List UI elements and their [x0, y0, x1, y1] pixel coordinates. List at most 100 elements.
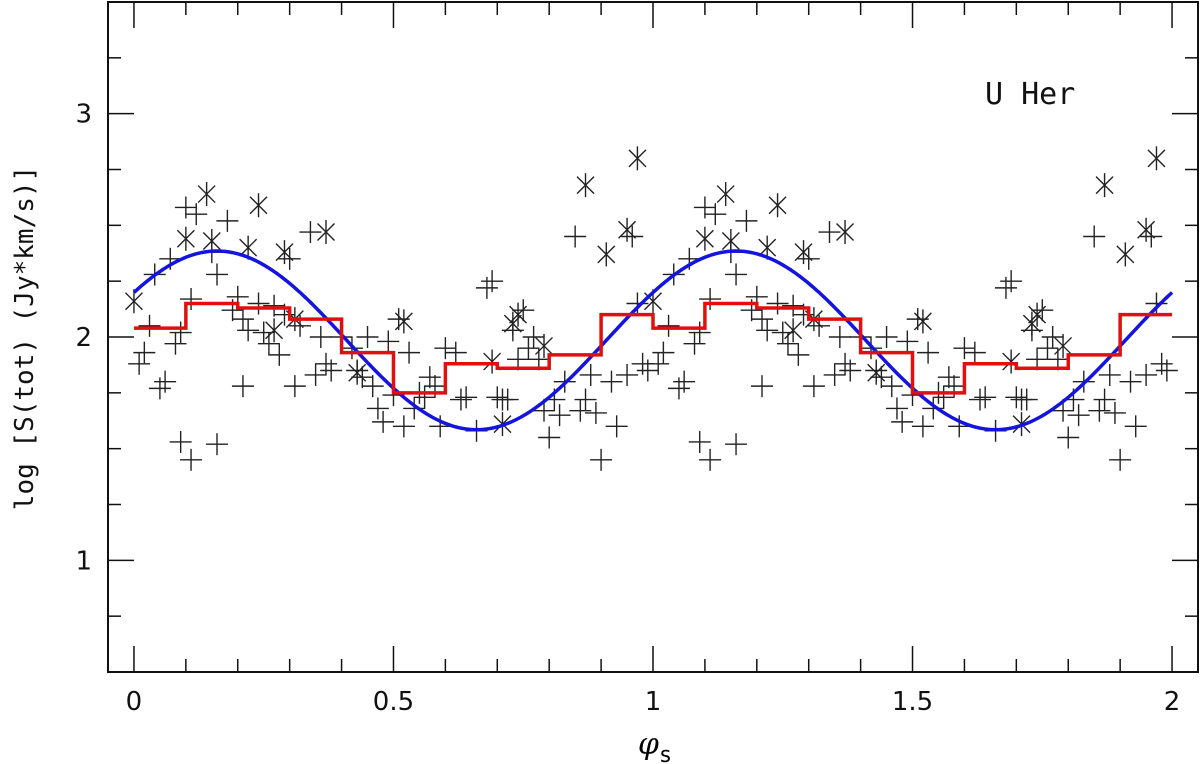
asterisk-point: [721, 228, 740, 253]
plus-point: [164, 332, 187, 355]
asterisk-point: [348, 360, 367, 385]
data-points: [124, 146, 1178, 471]
plus-point: [564, 225, 587, 248]
plus-point: [315, 352, 337, 375]
plus-point: [1135, 363, 1158, 386]
plus-point: [787, 343, 810, 366]
plus-point: [403, 397, 426, 420]
asterisk-point: [535, 333, 553, 358]
asterisk-point: [867, 360, 886, 385]
plus-point: [496, 388, 519, 411]
plus-point: [1140, 225, 1163, 248]
x-axis-label: φs: [638, 727, 672, 764]
plus-point: [216, 209, 239, 232]
plus-point: [278, 247, 301, 270]
plus-point: [751, 308, 773, 331]
x-tick-label: 0.5: [373, 687, 414, 717]
plus-point: [231, 375, 254, 398]
plus-point: [579, 363, 602, 386]
plus-point: [180, 448, 203, 471]
star-name-annotation: U Her: [985, 77, 1075, 112]
plus-point: [616, 363, 639, 386]
plus-point: [206, 433, 228, 456]
plus-point: [392, 415, 415, 438]
plus-point: [1155, 359, 1178, 382]
asterisk-point: [597, 242, 616, 267]
plus-point: [652, 341, 675, 364]
plus-point: [418, 366, 441, 389]
x-tick-label: 2: [1164, 687, 1181, 717]
asterisk-point: [509, 302, 528, 327]
plus-point: [237, 319, 260, 342]
plus-point: [1150, 352, 1173, 375]
asterisk-point: [618, 217, 637, 242]
plus-point: [994, 276, 1017, 299]
plus-point: [413, 386, 436, 409]
plus-point: [1145, 292, 1168, 315]
plus-point: [366, 397, 389, 420]
x-axis-label-symbol: φ: [638, 727, 659, 762]
plus-point: [522, 326, 545, 348]
plus-point: [693, 196, 716, 219]
plus-point: [1036, 337, 1059, 360]
plus-point: [647, 352, 670, 375]
plus-point: [1088, 399, 1111, 422]
asterisk-point: [249, 193, 268, 218]
plus-point: [917, 341, 940, 364]
plus-point: [766, 292, 789, 315]
plus-point: [434, 337, 457, 360]
plus-point: [735, 209, 758, 232]
plus-point: [486, 386, 509, 409]
asterisk-point: [576, 173, 595, 198]
plus-point: [922, 397, 945, 420]
plus-point: [1109, 448, 1132, 471]
asterisk-point: [1095, 173, 1114, 198]
plus-point: [1093, 388, 1116, 411]
plus-point: [751, 375, 773, 398]
asterisk-point: [1147, 146, 1166, 171]
asterisk-point: [628, 146, 647, 171]
plus-point: [885, 397, 908, 420]
plus-point: [953, 337, 976, 360]
plus-point: [1119, 370, 1142, 393]
asterisk-point: [202, 228, 221, 253]
axis-ticks: [108, 1, 1198, 673]
asterisk-point: [794, 240, 813, 265]
asterisk-point: [768, 193, 787, 218]
plus-point: [538, 426, 561, 449]
plus-point: [185, 203, 208, 226]
plus-point: [1015, 388, 1038, 411]
plus-point: [756, 319, 779, 342]
plus-point: [133, 341, 156, 364]
plus-point: [138, 314, 161, 337]
plus-point: [299, 221, 322, 244]
x-tick-label: 0: [126, 687, 143, 717]
asterisk-point: [716, 182, 735, 207]
asterisk-point: [317, 220, 335, 245]
asterisk-point: [275, 240, 294, 265]
plus-point: [455, 386, 478, 409]
plus-point: [128, 352, 151, 375]
plus-point: [569, 399, 592, 422]
asterisk-point: [1028, 302, 1047, 327]
plus-point: [797, 247, 820, 270]
model-lines: [132, 249, 1174, 432]
plus-point: [1041, 326, 1064, 348]
asterisk-point: [394, 309, 413, 334]
plus-point: [1083, 225, 1106, 248]
plus-point: [683, 332, 706, 355]
plus-point: [688, 321, 711, 344]
plus-point: [268, 343, 291, 366]
plus-point: [1098, 363, 1121, 386]
plus-point: [481, 270, 504, 293]
plus-point: [590, 448, 613, 471]
plus-point: [725, 433, 748, 456]
asterisk-point: [265, 318, 284, 343]
asterisk-point: [1116, 242, 1135, 267]
plus-point: [169, 430, 192, 453]
plus-point: [304, 363, 327, 386]
plus-point: [361, 375, 384, 398]
asterisk-point: [1054, 333, 1073, 358]
plus-point: [372, 410, 395, 433]
asterisk-point: [1137, 217, 1156, 242]
